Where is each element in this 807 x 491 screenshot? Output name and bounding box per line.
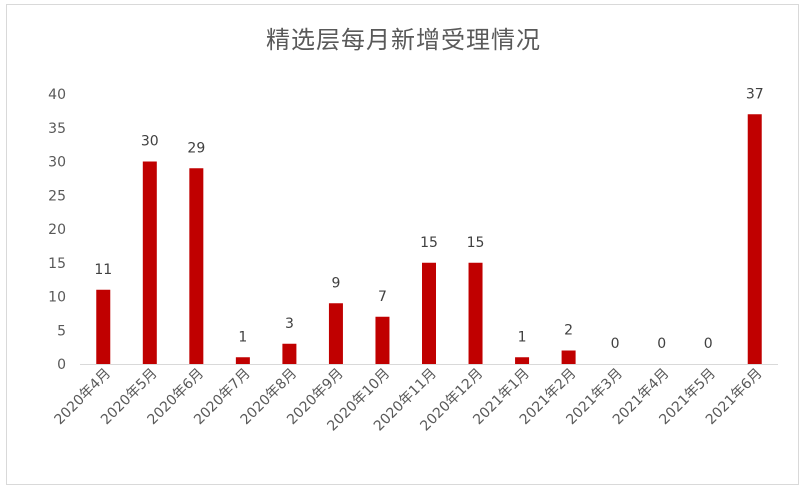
data-label: 2 xyxy=(564,323,573,339)
data-label: 15 xyxy=(467,235,485,251)
data-label: 1 xyxy=(518,329,527,345)
data-label: 9 xyxy=(331,275,340,291)
data-label: 29 xyxy=(187,140,205,156)
y-axis: 0 5 10 15 20 25 30 35 40 xyxy=(48,87,66,373)
data-label: 11 xyxy=(94,262,112,278)
y-tick-label: 20 xyxy=(48,222,66,238)
bar xyxy=(422,262,436,364)
bar xyxy=(96,289,111,364)
data-label: 7 xyxy=(378,289,387,305)
y-tick-label: 15 xyxy=(48,256,66,272)
data-label: 0 xyxy=(704,336,713,352)
x-axis: 2020年4月2020年5月2020年6月2020年7月2020年8月2020年… xyxy=(51,364,778,434)
bar xyxy=(142,161,157,364)
bar-series xyxy=(96,114,762,364)
bar xyxy=(282,343,297,364)
bar xyxy=(515,357,530,364)
chart-title: 精选层每月新增受理情况 xyxy=(266,26,541,54)
data-labels: 11 30 29 1 3 9 7 15 15 1 2 0 0 0 37 xyxy=(94,86,763,352)
y-tick-label: 10 xyxy=(48,290,66,306)
data-label: 0 xyxy=(611,336,620,352)
bar xyxy=(375,316,390,364)
y-tick-label: 0 xyxy=(57,357,66,373)
y-tick-label: 5 xyxy=(57,323,66,339)
chart-frame xyxy=(6,4,799,485)
data-label: 15 xyxy=(420,235,438,251)
bar xyxy=(328,303,343,364)
y-tick-label: 40 xyxy=(48,87,66,103)
y-tick-label: 35 xyxy=(48,121,66,137)
data-label: 30 xyxy=(141,134,159,150)
y-tick-label: 30 xyxy=(48,155,66,171)
data-label: 3 xyxy=(285,316,294,332)
bar xyxy=(747,114,762,364)
data-label: 0 xyxy=(657,336,666,352)
y-tick-label: 25 xyxy=(48,188,66,204)
data-label: 1 xyxy=(238,329,247,345)
data-label: 37 xyxy=(746,86,764,102)
bar xyxy=(561,350,576,364)
bar xyxy=(189,168,204,364)
bar xyxy=(468,262,483,364)
bar xyxy=(235,357,250,364)
